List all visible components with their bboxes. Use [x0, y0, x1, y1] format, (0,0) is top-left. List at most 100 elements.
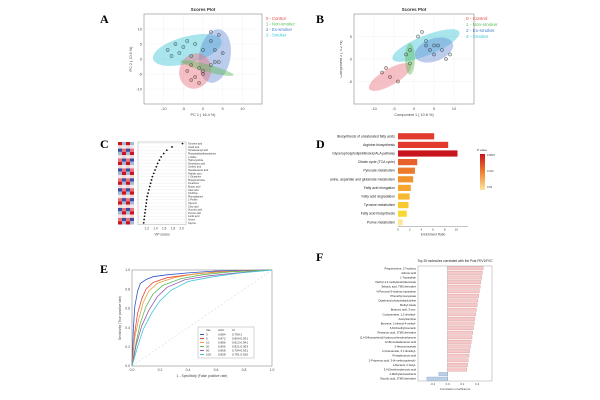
legend-entry-1: 1 - Non-smoker	[466, 22, 498, 27]
heatmap-cell	[126, 184, 130, 189]
metabolite-label: Citric acid	[188, 205, 199, 208]
data-point	[424, 39, 428, 43]
heatmap-cell	[122, 201, 126, 205]
confidence-ellipse-0	[368, 63, 412, 91]
x-tick-label: 5	[222, 106, 225, 111]
data-point-label: 1	[409, 48, 411, 52]
heatmap-cell	[130, 171, 134, 175]
x-tick-label: 8	[444, 228, 446, 232]
y-tick-label: 5	[140, 41, 143, 46]
vip-point	[151, 175, 154, 178]
y-tick-label: 0	[140, 56, 143, 61]
data-point	[216, 33, 221, 37]
enrichment-bar	[398, 141, 449, 148]
molecule-label: Pregnenolone, 17-hydroxy	[384, 266, 416, 270]
metabolite-label: Ornithine	[188, 192, 198, 195]
metabolite-label: L-Proline	[188, 199, 198, 202]
roc-curve-20	[131, 269, 273, 367]
data-point-label: 2	[433, 53, 435, 57]
enrichment-bar	[398, 202, 409, 209]
data-point	[197, 81, 201, 85]
correlation-bar	[447, 271, 483, 275]
x-tick-label: 0.2	[460, 382, 464, 386]
metabolite-label: Butyric acid	[188, 185, 201, 188]
correlation-bar	[447, 335, 473, 340]
data-point	[193, 75, 197, 79]
metabolite-label: L-Glutamine	[188, 176, 202, 179]
heatmap-cell	[122, 181, 126, 185]
vip-point	[154, 169, 156, 171]
chart-title: Scores Plot	[402, 8, 427, 12]
molecule-label: Butanoic acid, 3-oxo-	[391, 308, 416, 312]
heatmap-cell	[130, 194, 134, 199]
heatmap-cell	[130, 191, 134, 195]
y-tick-label: 1.0	[125, 268, 130, 272]
legend-title: P value	[477, 148, 487, 152]
vip-point	[144, 212, 146, 214]
metabolite-label: Phosphatidylethanolamine	[188, 152, 217, 155]
data-point	[384, 66, 388, 70]
heatmap-cell	[130, 217, 134, 222]
vip-point	[181, 142, 184, 145]
data-point	[209, 39, 213, 43]
heatmap-cell	[126, 188, 130, 192]
data-point-label: 2	[425, 44, 427, 48]
data-point-label: 3	[441, 48, 443, 52]
metabolite-label: Creatinine	[188, 182, 200, 185]
data-point-label: 3	[190, 54, 192, 58]
legend-entry-3: 3 - Smoker	[466, 34, 489, 39]
metabolite-label: Phosphocholine	[188, 179, 206, 182]
heatmap-cell	[118, 148, 122, 152]
y-tick-label: 0.0	[125, 364, 130, 368]
data-point-label: 2	[445, 57, 447, 61]
heatmap-cell	[122, 175, 126, 179]
data-point	[177, 51, 182, 55]
correlation-bar	[447, 294, 479, 298]
data-point-label: 0	[190, 78, 192, 82]
roc-curve-100	[131, 269, 273, 367]
data-point-label: 3	[186, 39, 188, 43]
metabolite-label: Uracil acid	[188, 146, 200, 149]
heatmap-cell	[130, 198, 134, 202]
correlation-bar	[447, 340, 472, 344]
data-point	[220, 51, 225, 55]
y-tick-label: -5	[138, 71, 142, 76]
vip-point	[143, 218, 146, 221]
vip-point	[144, 208, 147, 211]
heatmap-cell	[118, 194, 122, 199]
heatmap-cell	[130, 181, 134, 185]
heatmap-cell	[126, 214, 130, 218]
metabolite-label: Serine	[188, 218, 196, 221]
heatmap-cell	[126, 191, 130, 195]
x-tick-label: 2.0	[179, 227, 184, 231]
category-label: Glycerophospholipid/linoleic/ALA pathway	[332, 152, 395, 156]
molecule-label: Adrenic acid	[401, 271, 416, 275]
molecule-label: 3,4-Dimethoxybenzoic acid	[384, 368, 417, 372]
x-tick-label: 5	[433, 106, 436, 111]
heatmap-cell	[122, 161, 126, 166]
heatmap-cell	[126, 155, 130, 159]
data-point-label: 0	[194, 75, 196, 79]
x-axis-label: VIP scores	[154, 233, 170, 237]
data-point	[189, 78, 194, 82]
vip-point	[147, 192, 149, 195]
y-axis-label: Sensitivity (True positive rate)	[118, 296, 122, 341]
data-point	[388, 75, 392, 79]
correlation-bar	[447, 367, 467, 372]
heatmap-cell	[126, 158, 130, 162]
vip-point	[158, 159, 161, 162]
molecule-label: 3-Hexenyl acetate	[394, 345, 416, 349]
data-point-label: 3	[179, 51, 181, 55]
enrichment-bar	[398, 210, 407, 217]
vip-point	[144, 205, 147, 208]
panel-label-f: F	[316, 250, 324, 264]
legend-ci: 0.804-0.931	[232, 337, 248, 341]
enrichment-bar-chart: Biosynthesis of unsaturated fatty acids A…	[330, 133, 495, 237]
molecule-label: 2-Octenamide, 3,7-dimethyl-	[382, 349, 416, 353]
correlation-bar	[447, 326, 474, 330]
heatmap-cell	[118, 178, 122, 182]
data-point-label: 3	[171, 54, 173, 58]
data-point	[440, 48, 444, 52]
data-point	[408, 48, 412, 52]
